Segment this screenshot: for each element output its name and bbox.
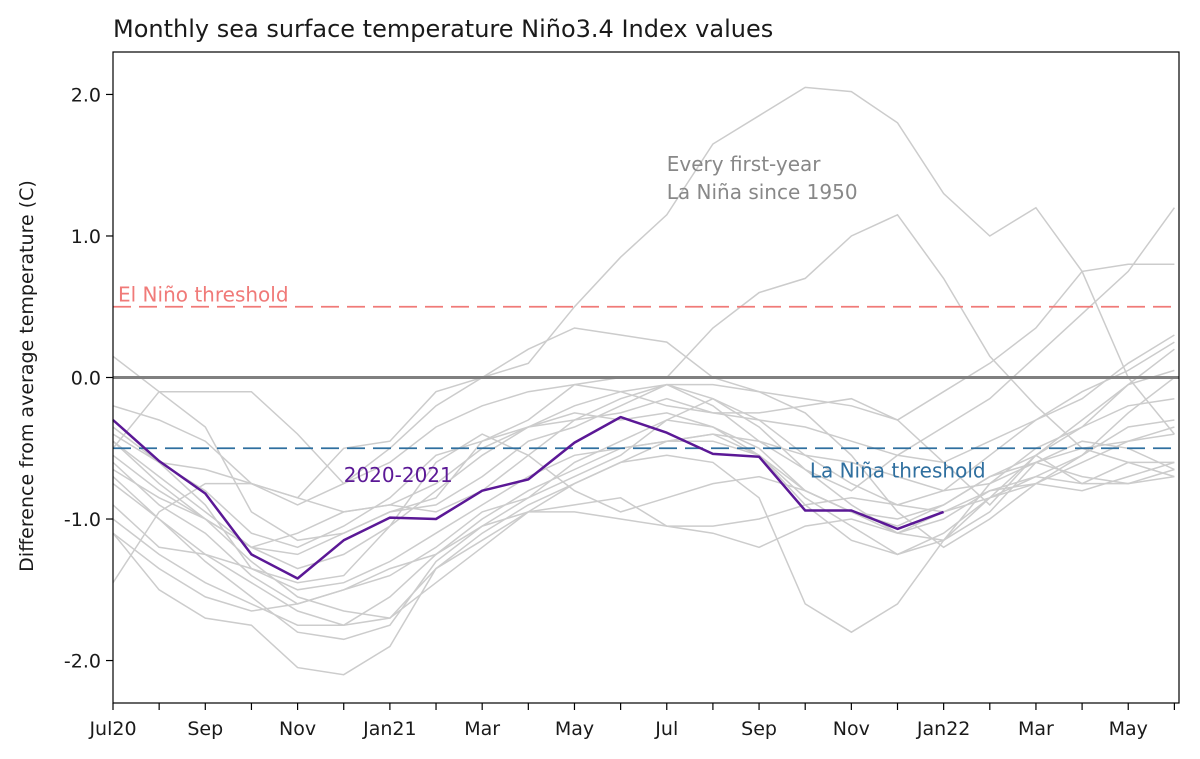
y-tick-label: -1.0 xyxy=(64,509,101,531)
la-nina-threshold-label: La Niña threshold xyxy=(810,458,986,482)
x-tick-label: May xyxy=(555,718,594,740)
y-axis-label: Difference from average temperature (C) xyxy=(16,180,38,572)
x-tick-label: Jul xyxy=(654,718,678,740)
background-series-line xyxy=(113,341,1175,612)
main-series-group xyxy=(112,415,945,580)
background-series-line xyxy=(113,334,1175,542)
x-tick-label: Jan21 xyxy=(362,718,416,740)
background-series-line xyxy=(113,369,1175,506)
background-series-line xyxy=(113,263,1175,499)
series-label-2020-2021: 2020-2021 xyxy=(344,463,453,487)
x-tick-label: Nov xyxy=(833,718,870,740)
y-tick-label: 1.0 xyxy=(71,226,101,248)
x-tick-label: Jan22 xyxy=(916,718,970,740)
x-tick-label: Sep xyxy=(741,718,777,740)
x-tick-label: Mar xyxy=(1018,718,1054,740)
y-tick-label: 2.0 xyxy=(71,84,101,106)
chart-title: Monthly sea surface temperature Niño3.4 … xyxy=(113,15,773,43)
background-series-group xyxy=(113,86,1176,676)
background-series-line xyxy=(113,213,1175,549)
threshold-group: El Niño threshold La Niña threshold xyxy=(113,283,1179,482)
y-tick-label: 0.0 xyxy=(71,368,101,390)
background-series-line xyxy=(113,426,1175,626)
series-line-2020-2021 xyxy=(112,415,945,580)
background-series-line xyxy=(113,207,1176,570)
background-series-line xyxy=(113,376,1175,556)
background-series-line xyxy=(113,440,1175,605)
annotations-group: 2020-2021 Every first-year La Niña since… xyxy=(344,152,858,487)
background-series-line xyxy=(113,433,1175,584)
background-label-line-1: Every first-year xyxy=(667,152,822,176)
x-tick-label: Mar xyxy=(464,718,500,740)
background-series-line xyxy=(113,419,1175,641)
background-series-line xyxy=(113,440,1175,676)
y-tick-label: -2.0 xyxy=(64,651,101,673)
y-axis: 2.0 1.0 0.0 -1.0 -2.0 xyxy=(64,84,113,673)
x-tick-label: Nov xyxy=(279,718,316,740)
x-tick-label: Jul20 xyxy=(88,718,136,740)
el-nino-threshold-label: El Niño threshold xyxy=(118,283,289,307)
background-series-line xyxy=(113,86,1175,506)
background-label-line-2: La Niña since 1950 xyxy=(667,180,858,204)
x-axis: Jul20 Sep Nov Jan21 Mar May Jul Sep Nov Jan22 Mar M… xyxy=(88,703,1175,740)
x-tick-label: Sep xyxy=(187,718,223,740)
background-series-line xyxy=(113,397,1175,634)
x-tick-label: May xyxy=(1109,718,1148,740)
background-series-line xyxy=(113,433,1175,619)
